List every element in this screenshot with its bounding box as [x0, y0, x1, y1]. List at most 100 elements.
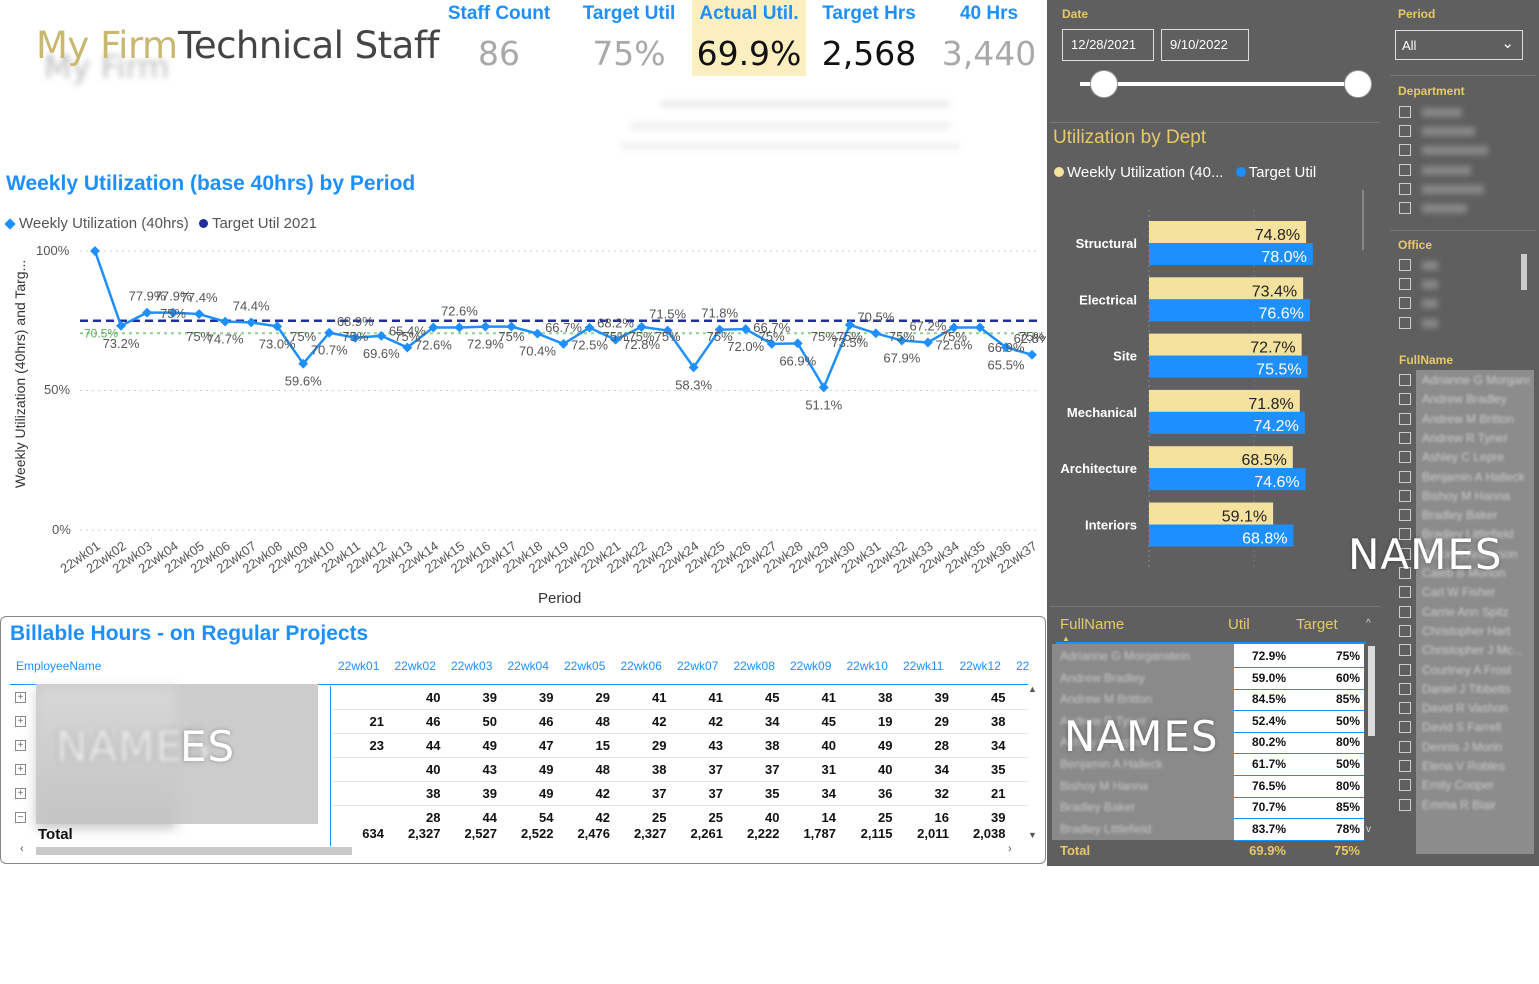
department-checkbox[interactable] [1399, 202, 1411, 214]
table-cell: 37 [652, 786, 667, 801]
fullname-checkbox[interactable] [1399, 663, 1411, 676]
fullname-checkbox[interactable] [1399, 682, 1411, 695]
scroll-left-icon[interactable]: ‹ [20, 843, 24, 855]
col-week[interactable]: 22wk06 [620, 659, 662, 673]
col-week[interactable]: 22 [1016, 659, 1030, 673]
vertical-scrollbar[interactable]: ▲ ▼ [1028, 684, 1038, 844]
fullname-checkbox[interactable] [1399, 412, 1411, 425]
col-week[interactable]: 22wk04 [507, 659, 549, 673]
sort-up-icon[interactable]: ▲ [1062, 634, 1070, 643]
fullname-checkbox[interactable] [1399, 798, 1411, 811]
date-slider-track[interactable] [1080, 82, 1360, 86]
fullname-checkbox[interactable] [1399, 451, 1411, 464]
scroll-down-icon[interactable]: ▼ [1028, 830, 1037, 840]
office-scrollbar[interactable] [1521, 254, 1527, 290]
fullname-checkbox[interactable] [1399, 567, 1411, 579]
target-bar-label: 68.8% [1242, 531, 1287, 548]
util-cell: 61.7% [1251, 757, 1286, 771]
date-end-input[interactable]: 9/10/2022 [1161, 29, 1249, 61]
period-dropdown[interactable]: All ⌄ [1395, 30, 1523, 60]
fullname-checkbox[interactable] [1399, 489, 1411, 502]
fullname-checkbox[interactable] [1399, 702, 1411, 715]
fullname-checkbox[interactable] [1399, 721, 1411, 734]
horizontal-scrollbar[interactable]: ‹ › [10, 843, 1028, 857]
col-week[interactable]: 22wk01 [338, 659, 380, 673]
date-slider-end-handle[interactable] [1344, 70, 1372, 98]
table-cell: 25 [878, 810, 893, 825]
expand-row-icon[interactable]: + [15, 788, 26, 799]
fullname-item: Caleb B Morton [1422, 566, 1506, 580]
util-cell: 80.2% [1251, 735, 1286, 750]
office-checkbox[interactable] [1399, 316, 1411, 329]
col-week[interactable]: 22wk12 [959, 659, 1001, 673]
fullname-checkbox[interactable] [1399, 760, 1411, 772]
table-cell: 37 [708, 762, 723, 777]
department-checkbox[interactable] [1399, 144, 1411, 157]
office-checkbox[interactable] [1399, 297, 1411, 310]
col-week[interactable]: 22wk03 [451, 659, 493, 673]
target-label: 75% [290, 329, 316, 344]
table-cell: 25 [652, 810, 667, 825]
col-week[interactable]: 22wk02 [394, 659, 436, 673]
scroll-up-icon[interactable]: ^ [1366, 618, 1371, 629]
fullname-item: Christopher J Mc... [1422, 643, 1523, 658]
expand-row-icon[interactable]: + [15, 716, 26, 727]
fullname-checkbox[interactable] [1399, 624, 1411, 637]
fullname-checkbox[interactable] [1399, 740, 1411, 753]
col-week[interactable]: 22wk10 [846, 659, 888, 673]
expand-row-icon[interactable]: − [15, 812, 26, 823]
legend-scrollbar[interactable] [1362, 190, 1364, 250]
department-checkbox[interactable] [1399, 125, 1411, 138]
scroll-thumb[interactable] [36, 847, 352, 855]
fullname-checkbox[interactable] [1399, 586, 1411, 599]
data-label: 72.6% [935, 337, 972, 352]
scroll-right-icon[interactable]: › [1008, 843, 1012, 855]
col-week[interactable]: 22wk09 [790, 659, 832, 673]
title-ghost: My Firm [44, 48, 170, 86]
table-cell: 42 [595, 810, 610, 825]
fullname-checkbox[interactable] [1399, 431, 1411, 444]
table-cell: 34 [765, 714, 780, 729]
fullname-checkbox[interactable] [1399, 644, 1411, 657]
fullname-checkbox[interactable] [1399, 374, 1411, 386]
fullname-checkbox[interactable] [1399, 393, 1411, 406]
col-fullname[interactable]: FullName [1060, 616, 1125, 633]
fullname-checkbox[interactable] [1399, 779, 1411, 792]
col-target[interactable]: Target [1296, 616, 1338, 633]
target-cell: 78% [1335, 821, 1360, 836]
col-week[interactable]: 22wk11 [903, 659, 944, 673]
target-cell: 85% [1335, 800, 1360, 815]
office-checkbox[interactable] [1399, 259, 1411, 271]
expand-row-icon[interactable]: + [15, 740, 26, 751]
expand-row-icon[interactable]: + [15, 692, 26, 703]
fullname-checkbox[interactable] [1399, 547, 1411, 560]
department-checkbox[interactable] [1399, 163, 1411, 176]
fullname-checkbox[interactable] [1399, 509, 1411, 522]
util-table-scrollbar[interactable]: ^ v [1366, 618, 1378, 840]
col-week[interactable]: 22wk08 [733, 659, 775, 673]
date-start-input[interactable]: 12/28/2021 [1062, 29, 1154, 61]
col-week[interactable]: 22wk05 [564, 659, 606, 673]
department-checkbox[interactable] [1399, 106, 1411, 118]
col-util[interactable]: Util [1228, 616, 1250, 633]
scroll-thumb[interactable] [1368, 646, 1375, 736]
table-cell: 41 [652, 690, 667, 705]
expand-row-icon[interactable]: + [15, 764, 26, 775]
col-employee-name[interactable]: EmployeeName [16, 659, 102, 673]
date-slider-start-handle[interactable] [1090, 70, 1118, 98]
scroll-up-icon[interactable]: ▲ [1028, 684, 1037, 694]
scroll-down-icon[interactable]: v [1366, 824, 1371, 835]
table-cell: 49 [539, 762, 554, 777]
office-checkbox[interactable] [1399, 278, 1411, 291]
fullname-checkbox[interactable] [1399, 605, 1411, 618]
fullname-checkbox[interactable] [1399, 528, 1411, 541]
util-target-total: 75% [1333, 843, 1360, 858]
kpi-label: Target Hrs [822, 3, 916, 24]
page-title: Technical Staff [178, 24, 439, 67]
department-checkbox[interactable] [1399, 182, 1411, 195]
fullname-item: Elena V Robles [1422, 759, 1505, 773]
col-week[interactable]: 22wk07 [677, 659, 719, 673]
data-point [350, 332, 361, 343]
fullname-item: Emily Cooper [1422, 778, 1495, 793]
fullname-checkbox[interactable] [1399, 470, 1411, 483]
